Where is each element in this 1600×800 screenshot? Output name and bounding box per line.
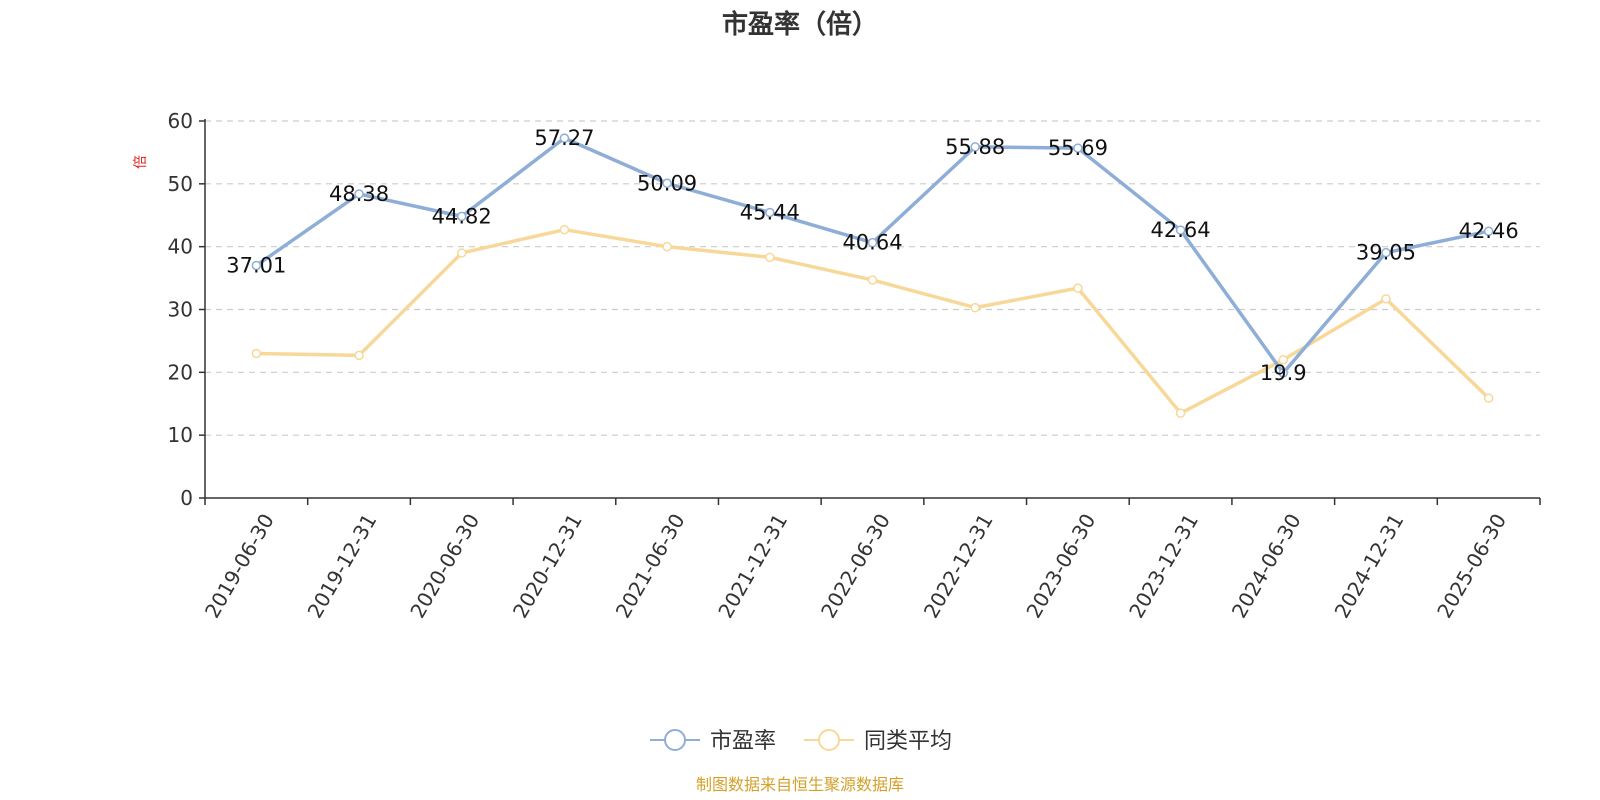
data-point[interactable] (354, 189, 364, 199)
y-axis-unit-label: 倍 (133, 155, 149, 169)
legend-item-1[interactable]: 同类平均 (804, 729, 952, 754)
legend-label: 同类平均 (864, 729, 952, 754)
data-point[interactable] (1381, 247, 1391, 258)
legend-label: 市盈率 (710, 729, 776, 754)
x-tick-label: 2021-12-31 (713, 510, 792, 623)
data-label: 45.44 (740, 200, 800, 224)
data-label: 39.05 (1356, 241, 1416, 265)
data-point[interactable] (662, 178, 672, 189)
data-point[interactable] (662, 241, 672, 252)
data-label: 19.9 (1260, 361, 1307, 385)
data-label: 55.88 (945, 135, 1005, 159)
series-line-0 (255, 136, 1490, 375)
data-label: 55.69 (1048, 136, 1108, 160)
legend-marker (818, 729, 840, 751)
data-point[interactable] (251, 348, 262, 359)
y-tick-label: 0 (180, 486, 193, 510)
data-point[interactable] (559, 133, 570, 143)
data-point[interactable] (970, 142, 980, 152)
y-tick-label: 20 (168, 360, 193, 384)
data-label: 50.09 (637, 171, 697, 195)
data-point[interactable] (1278, 355, 1289, 365)
x-tick-label: 2022-12-31 (919, 510, 998, 623)
x-tick-label: 2025-06-30 (1432, 510, 1511, 623)
data-label: 44.82 (432, 204, 492, 228)
x-tick-label: 2019-12-31 (303, 510, 382, 623)
x-tick-label: 2020-06-30 (405, 510, 484, 623)
data-point[interactable] (1483, 226, 1494, 236)
y-tick-label: 40 (168, 235, 193, 259)
data-point[interactable] (1073, 283, 1083, 293)
data-point[interactable] (251, 260, 262, 271)
data-point[interactable] (1381, 294, 1391, 304)
data-point[interactable] (354, 350, 364, 361)
y-tick-label: 10 (168, 423, 193, 447)
data-point[interactable] (1073, 143, 1083, 153)
legend[interactable]: 市盈率 同类平均 (650, 729, 952, 754)
x-tick-label: 2022-06-30 (816, 510, 895, 623)
series-line-1 (256, 227, 1490, 415)
data-point[interactable] (559, 224, 570, 235)
legend-marker (664, 729, 686, 751)
data-point[interactable] (456, 211, 467, 222)
grid-lines (205, 120, 1540, 436)
data-point[interactable] (970, 302, 980, 313)
data-label: 42.64 (1151, 218, 1211, 242)
data-point[interactable] (1175, 408, 1186, 418)
data-point[interactable] (1483, 393, 1494, 403)
data-label: 57.27 (534, 126, 594, 150)
data-point[interactable] (867, 275, 878, 285)
x-tick-label: 2020-12-31 (508, 510, 587, 623)
data-label: 37.01 (226, 253, 286, 277)
data-labels: 37.01 48.38 44.82 57.27 50.09 45.44 40.64 55.88… (226, 126, 1518, 385)
data-point[interactable] (1278, 368, 1289, 378)
x-tick-label: 2019-06-30 (200, 510, 279, 623)
source-footer: 制图数据来自恒生聚源数据库 (696, 775, 904, 794)
data-point[interactable] (867, 237, 878, 248)
y-tick-label: 60 (168, 109, 193, 133)
data-point[interactable] (765, 207, 775, 218)
x-tick-label: 2024-06-30 (1227, 510, 1306, 623)
legend-item-0[interactable]: 市盈率 (650, 729, 776, 754)
data-label: 48.38 (329, 182, 389, 206)
data-label: 40.64 (842, 231, 902, 255)
x-tick-label: 2023-06-30 (1021, 510, 1100, 623)
x-tick-label: 2023-12-31 (1124, 510, 1203, 623)
x-tick-label: 2021-06-30 (611, 510, 690, 623)
series-layer (251, 133, 1494, 418)
data-label: 42.46 (1459, 219, 1519, 243)
data-point[interactable] (765, 252, 775, 263)
data-point[interactable] (1175, 225, 1186, 235)
x-tick-label: 2024-12-31 (1330, 510, 1409, 623)
y-tick-label: 30 (168, 298, 193, 322)
data-point[interactable] (456, 248, 467, 258)
y-tick-label: 50 (168, 172, 193, 196)
chart-title: 市盈率（倍） (722, 9, 878, 40)
